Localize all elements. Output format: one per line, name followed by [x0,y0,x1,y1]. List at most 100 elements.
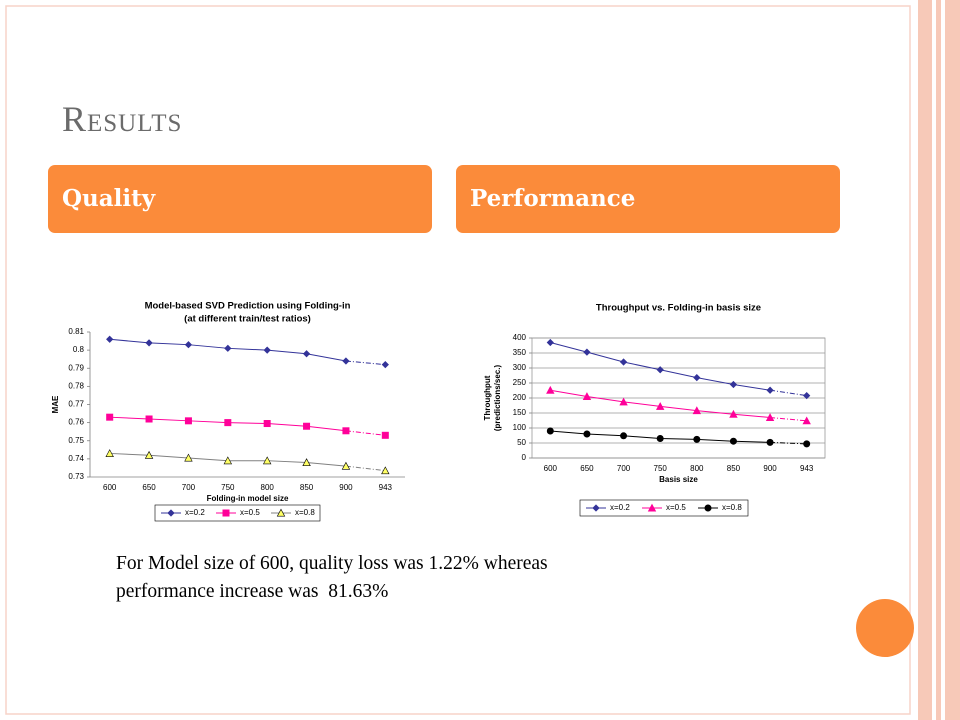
marker [803,391,811,400]
legend-marker [276,508,286,517]
slide-title: Results [62,99,183,139]
y-tick-label: 0.73 [68,472,84,481]
marker [765,413,775,422]
marker [184,417,192,425]
legend-label: x=0.5 [666,503,686,512]
chart-title: (at different train/test ratios) [184,314,311,325]
series-line-dashed [345,430,386,436]
y-tick-label: 0.78 [68,381,84,390]
y-tick-label: 0.75 [68,436,84,445]
y-tick-label: 50 [517,438,526,447]
stripe [918,0,932,720]
y-tick-label: 250 [513,378,527,387]
x-tick-label: 800 [261,483,275,492]
y-tick-label: 0.74 [68,454,84,463]
y-tick-label: 400 [513,333,527,342]
stripe [945,0,960,720]
series-line-dashed [345,360,386,366]
x-tick-label: 600 [544,464,558,473]
y-tick-label: 200 [513,393,527,402]
x-tick-label: 850 [300,483,314,492]
marker [342,427,350,435]
marker [620,432,628,440]
column-header: Quality [48,165,432,233]
legend-label: x=0.8 [722,503,742,512]
marker [693,373,701,382]
y-axis-label: MAE [51,395,60,413]
marker [546,385,555,394]
marker [145,339,153,347]
marker [619,358,628,366]
x-tick-label: 750 [221,483,235,492]
marker [546,427,554,435]
marker [583,348,591,356]
marker [184,453,193,462]
marker [729,437,737,445]
legend-box [154,504,321,522]
marker [656,434,664,442]
chart-title: Throughput vs. Folding-in basis size [596,303,761,314]
marker [583,430,591,438]
series-line-dashed [770,441,807,445]
marker [223,456,233,465]
legend-marker [167,509,175,517]
marker [341,461,351,470]
x-tick-label: 700 [617,464,631,473]
column-header: Performance [456,165,840,233]
x-tick-label: 943 [379,483,393,492]
marker [302,350,311,358]
legend-marker [222,509,230,517]
marker [766,438,774,446]
marker [546,338,554,347]
y-tick-label: 150 [513,408,527,417]
marker [692,406,702,415]
legend-label: x=0.8 [295,508,315,517]
body-text: For Model size of 600, quality loss was … [116,553,548,574]
legend-label: x=0.2 [185,508,205,517]
x-tick-label: 900 [763,464,777,473]
marker [693,435,701,443]
marker [381,361,389,369]
marker [184,341,193,349]
marker [802,416,811,425]
marker [106,335,114,343]
marker [803,440,811,448]
orange-circle [856,599,914,657]
slide-border [5,5,911,715]
legend-label: x=0.5 [240,508,260,517]
marker [381,466,390,475]
marker [342,357,350,365]
x-tick-label: 943 [800,464,814,473]
y-axis-label: (predictions/sec.) [493,365,502,432]
marker [303,422,311,430]
x-tick-label: 750 [654,464,668,473]
y-tick-label: 100 [513,423,527,432]
marker [729,380,738,389]
marker [656,366,664,374]
marker [766,386,774,394]
x-tick-label: 600 [103,483,117,492]
y-tick-label: 300 [513,363,527,372]
legend-marker [592,504,600,512]
legend-marker [704,504,712,512]
y-tick-label: 350 [513,348,527,357]
series-line-dashed [770,417,807,422]
series-line-dashed [769,389,807,397]
marker [619,397,628,406]
marker [582,392,592,401]
legend-marker [647,503,657,512]
series-line-dashed [345,465,386,472]
legend-box [579,499,749,517]
y-tick-label: 0.76 [68,418,84,427]
x-axis-label: Folding-in model size [207,494,289,503]
marker [302,458,311,467]
y-tick-label: 0.77 [68,400,84,409]
x-tick-label: 850 [727,464,741,473]
y-tick-label: 0.81 [68,327,84,336]
marker [262,456,272,465]
marker [263,420,271,428]
chart-title: Model-based SVD Prediction using Folding… [145,301,351,312]
